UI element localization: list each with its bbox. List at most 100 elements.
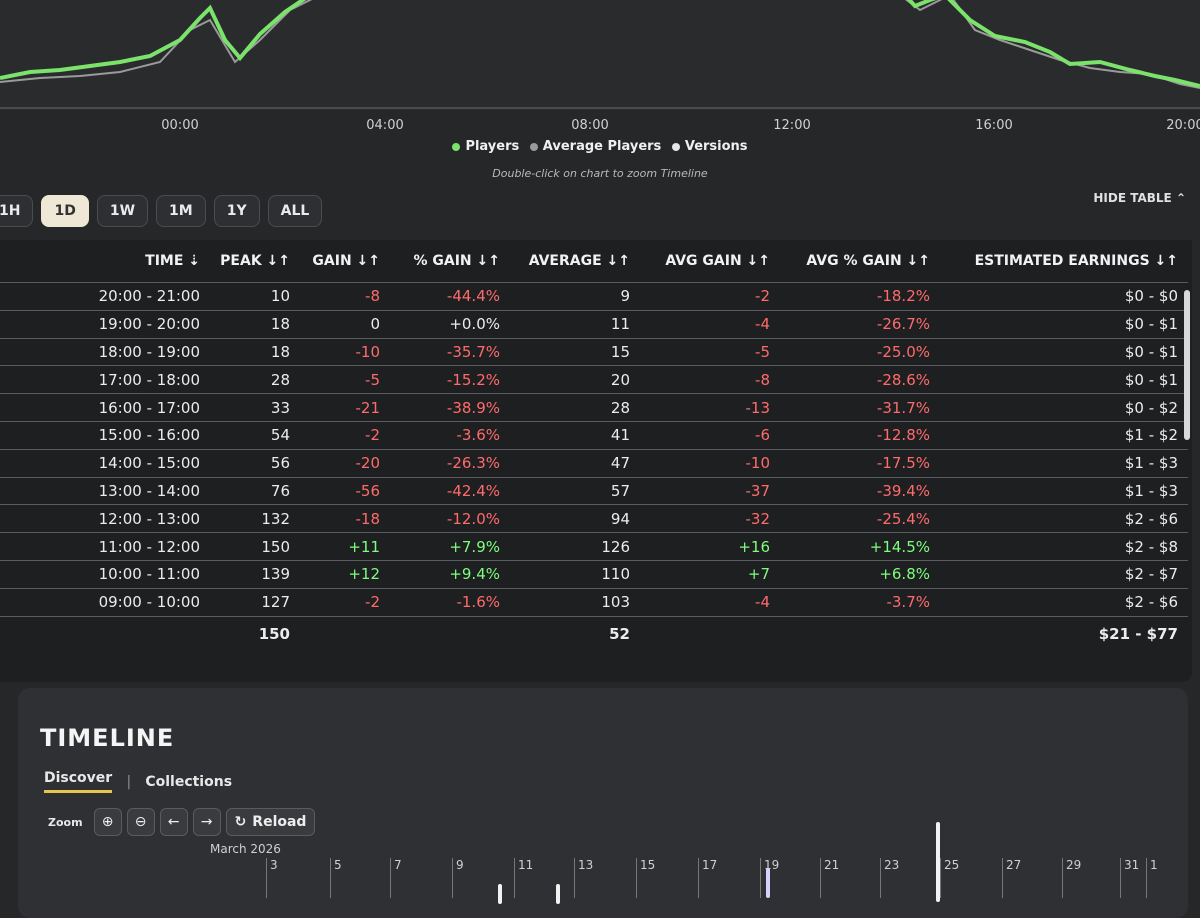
cell-avg-gain: -10 xyxy=(640,449,780,478)
table-scrollbar[interactable] xyxy=(1184,290,1190,440)
cell-peak: 18 xyxy=(210,338,300,367)
total-average: 52 xyxy=(609,624,630,643)
cell-gain: -8 xyxy=(300,282,390,311)
zoom-controls: Zoom ⊕ ⊖ ← → ↻ Reload xyxy=(48,808,316,836)
cell-earnings: $2 - $6 xyxy=(940,504,1188,534)
reload-button[interactable]: ↻ Reload xyxy=(225,808,316,836)
timeline-day-tick: 29 xyxy=(1062,858,1081,898)
cell-time: 09:00 - 10:00 xyxy=(0,588,210,617)
cell-pct-gain: -3.6% xyxy=(390,421,510,450)
cell-peak: 18 xyxy=(210,310,300,339)
pan-right-button[interactable]: → xyxy=(192,808,221,836)
zoom-label: Zoom xyxy=(48,815,83,829)
col-header-earnings[interactable]: ESTIMATED EARNINGS ↓↑ xyxy=(940,240,1188,283)
cell-peak: 56 xyxy=(210,449,300,478)
chart-legend: Players Average Players Versions xyxy=(0,139,1200,154)
table-row: 12:00 - 13:00 132 -18 -12.0% 94 -32 -25.4% $2 -… xyxy=(0,504,1188,534)
timeline-day-tick: 11 xyxy=(514,858,533,898)
cell-avg-pct-gain: +6.8% xyxy=(780,560,940,589)
cell-pct-gain: -15.2% xyxy=(390,365,510,395)
cell-avg-gain: +16 xyxy=(640,532,780,561)
cell-avg-gain: -8 xyxy=(640,365,780,395)
range-tab-all[interactable]: ALL xyxy=(267,195,323,227)
cell-time: 16:00 - 17:00 xyxy=(0,393,210,422)
cell-earnings: $0 - $1 xyxy=(940,310,1188,339)
timeline-event-marker[interactable] xyxy=(766,868,770,898)
cell-average: 9 xyxy=(510,282,640,311)
x-tick: 16:00 xyxy=(975,118,1013,133)
total-gain xyxy=(300,616,390,651)
cell-peak: 54 xyxy=(210,421,300,450)
cell-time: 19:00 - 20:00 xyxy=(0,310,210,339)
zoom-out-button[interactable]: ⊖ xyxy=(126,808,155,836)
col-header-peak[interactable]: PEAK ↓↑ xyxy=(210,240,300,283)
cell-avg-pct-gain: -18.2% xyxy=(780,282,940,311)
cell-time: 20:00 - 21:00 xyxy=(0,282,210,311)
cell-avg-gain: +7 xyxy=(640,560,780,589)
timeline-event-marker[interactable] xyxy=(936,822,940,902)
range-tab-1m[interactable]: 1M xyxy=(156,195,206,227)
cell-earnings: $0 - $1 xyxy=(940,338,1188,367)
players-line xyxy=(0,0,1200,88)
cell-peak: 150 xyxy=(210,532,300,561)
hide-table-button[interactable]: HIDE TABLE ⌃ xyxy=(1093,191,1186,205)
col-header-time[interactable]: TIME ⇣ xyxy=(0,240,210,283)
timeline-event-marker[interactable] xyxy=(556,884,560,904)
tab-collections[interactable]: Collections xyxy=(145,773,233,790)
cell-average: 20 xyxy=(510,365,640,395)
cell-gain: -5 xyxy=(300,365,390,395)
range-tabs: 1H 1D 1W 1M 1Y ALL xyxy=(0,195,323,227)
x-tick: 00:00 xyxy=(161,118,199,133)
zoom-in-button[interactable]: ⊕ xyxy=(93,808,122,836)
tab-discover[interactable]: Discover xyxy=(44,770,113,793)
legend-item-average-players[interactable]: Average Players xyxy=(529,139,661,154)
cell-average: 57 xyxy=(510,477,640,506)
stats-table: TIME ⇣ PEAK ↓↑ GAIN ↓↑ % GAIN ↓↑ AVERAGE… xyxy=(0,240,1188,651)
cell-peak: 132 xyxy=(210,504,300,534)
timeline-title: TIMELINE xyxy=(40,724,175,752)
range-tab-1w[interactable]: 1W xyxy=(96,195,149,227)
range-tab-1d[interactable]: 1D xyxy=(41,195,89,227)
timeline-event-marker[interactable] xyxy=(498,884,502,904)
cell-earnings: $2 - $8 xyxy=(940,532,1188,561)
pan-left-button[interactable]: ← xyxy=(159,808,188,836)
cell-average: 47 xyxy=(510,449,640,478)
cell-earnings: $1 - $3 xyxy=(940,449,1188,478)
zoom-in-icon: ⊕ xyxy=(101,814,114,830)
cell-avg-pct-gain: -28.6% xyxy=(780,365,940,395)
legend-item-versions[interactable]: Versions xyxy=(671,139,748,154)
cell-gain: -20 xyxy=(300,449,390,478)
col-header-avg-pct-gain[interactable]: AVG % GAIN ↓↑ xyxy=(780,240,940,283)
cell-avg-pct-gain: -25.0% xyxy=(780,338,940,367)
cell-avg-gain: -4 xyxy=(640,310,780,339)
total-peak: 150 xyxy=(258,624,290,643)
table-row: 13:00 - 14:00 76 -56 -42.4% 57 -37 -39.4% $1 - … xyxy=(0,477,1188,506)
chevron-up-icon: ⌃ xyxy=(1175,191,1186,205)
cell-avg-pct-gain: -17.5% xyxy=(780,449,940,478)
cell-pct-gain: -35.7% xyxy=(390,338,510,367)
cell-peak: 139 xyxy=(210,560,300,589)
col-header-avg-gain[interactable]: AVG GAIN ↓↑ xyxy=(640,240,780,283)
legend-label: Players xyxy=(465,139,520,154)
legend-item-players[interactable]: Players xyxy=(452,139,519,154)
col-header-pct-gain[interactable]: % GAIN ↓↑ xyxy=(390,240,510,283)
table-row: 17:00 - 18:00 28 -5 -15.2% 20 -8 -28.6% $0 - $1 xyxy=(0,365,1188,395)
col-header-average[interactable]: AVERAGE ↓↑ xyxy=(510,240,640,283)
timeline-day-tick: 9 xyxy=(452,858,464,898)
cell-avg-pct-gain: -31.7% xyxy=(780,393,940,422)
cell-pct-gain: +7.9% xyxy=(390,532,510,561)
range-tab-1y[interactable]: 1Y xyxy=(213,195,260,227)
cell-average: 110 xyxy=(510,560,640,589)
players-chart[interactable] xyxy=(0,0,1200,110)
cell-gain: -10 xyxy=(300,338,390,367)
col-header-gain[interactable]: GAIN ↓↑ xyxy=(300,240,390,283)
total-avg-pct-gain xyxy=(780,616,940,651)
x-tick: 20:00 xyxy=(1166,118,1200,133)
cell-time: 12:00 - 13:00 xyxy=(0,504,210,534)
tab-divider: | xyxy=(126,773,132,790)
timeline-day-tick: 27 xyxy=(1002,858,1021,898)
range-tab-1h[interactable]: 1H xyxy=(0,195,34,227)
cell-time: 18:00 - 19:00 xyxy=(0,338,210,367)
table-row: 18:00 - 19:00 18 -10 -35.7% 15 -5 -25.0% $0 - $… xyxy=(0,338,1188,367)
zoom-out-icon: ⊖ xyxy=(134,814,147,830)
